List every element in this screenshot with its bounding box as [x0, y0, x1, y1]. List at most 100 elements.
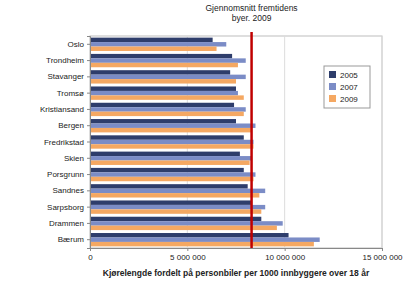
tick: Sarpsborg [47, 203, 90, 212]
axis-line [91, 249, 383, 252]
bar [90, 184, 248, 188]
bar [90, 119, 236, 123]
tick-mark [87, 93, 90, 94]
tick-label: Porsgrunn [47, 170, 84, 179]
bar [90, 156, 252, 160]
tick-label: Bærum [58, 235, 85, 244]
tick: 5 000 000 [170, 248, 206, 262]
grid-line [284, 36, 285, 248]
bar [90, 58, 246, 62]
tick: Skien [64, 154, 90, 163]
tick: Fredrikstad [44, 138, 90, 147]
tick-mark [87, 239, 90, 240]
tick-label: 0 [88, 253, 93, 262]
tick-label: Fredrikstad [44, 138, 84, 147]
tick: Trondheim [46, 56, 90, 65]
tick: Sandnes [52, 186, 90, 195]
legend-label: 2005 [340, 71, 358, 80]
bar [90, 237, 320, 241]
tick: Porsgrunn [47, 170, 90, 179]
bar [90, 38, 213, 42]
bar [90, 168, 244, 172]
tick-label: Sandnes [52, 186, 84, 195]
bar [90, 242, 314, 246]
bar [90, 189, 265, 193]
annotation-text: byer. 2009 [232, 13, 272, 23]
bar-series [90, 47, 314, 247]
legend: 2005 2007 2009 [324, 66, 370, 108]
bar [90, 161, 250, 165]
bar [90, 177, 254, 181]
grid-line [382, 36, 383, 248]
bar [90, 112, 244, 116]
tick-mark [87, 125, 90, 126]
bar [90, 47, 217, 51]
tick-mark [87, 158, 90, 159]
bar [90, 103, 234, 107]
tick: Bergen [58, 121, 90, 130]
y-axis: Oslo Trondheim Stavanger Tromsø Kristiansand… [40, 37, 91, 249]
tick: Tromsø [57, 89, 90, 98]
bar [90, 193, 259, 197]
bar [90, 95, 244, 99]
bar [90, 135, 244, 139]
tick-label: 10 000 000 [265, 253, 306, 262]
tick-label: Bergen [58, 121, 84, 130]
bar [90, 42, 226, 46]
plot-frame [90, 36, 382, 248]
bar [90, 144, 254, 148]
tick-mark [87, 207, 90, 208]
tick-label: 15 000 000 [362, 253, 403, 262]
bar [90, 79, 236, 83]
tick-label: Tromsø [57, 89, 84, 98]
tick-mark [87, 174, 90, 175]
tick-label: Sarpsborg [47, 203, 84, 212]
plot: 0 5 000 000 10 000 000 15 000 000 Oslo Trondh… [40, 32, 403, 262]
bar [90, 205, 265, 209]
tick-mark [87, 60, 90, 61]
bar [90, 128, 252, 132]
bar [90, 107, 246, 111]
tick-mark [87, 109, 90, 110]
tick-mark [87, 223, 90, 224]
bar [90, 217, 261, 221]
bar [90, 233, 289, 237]
legend-swatch [329, 71, 336, 78]
tick-mark [87, 76, 90, 77]
tick: Drammen [49, 219, 90, 228]
legend-box [324, 66, 370, 108]
tick-mark [187, 248, 188, 251]
bar [90, 140, 254, 144]
legend-label: 2007 [340, 83, 358, 92]
bar [90, 70, 230, 74]
tick: 0 [88, 248, 93, 262]
tick-label: Stavanger [48, 72, 85, 81]
bar [90, 75, 246, 79]
tick: 15 000 000 [362, 248, 403, 262]
tick: Oslo [68, 40, 90, 49]
legend-swatch [329, 95, 336, 102]
tick-label: Trondheim [46, 56, 84, 65]
x-axis: 0 5 000 000 10 000 000 15 000 000 [88, 248, 403, 262]
tick-mark [87, 190, 90, 191]
bars [90, 38, 320, 247]
chart: 0 5 000 000 10 000 000 15 000 000 Oslo Trondh… [0, 0, 420, 284]
annotation-text: Gjennomsnitt fremtidens [206, 3, 298, 13]
reference-line [250, 32, 253, 248]
tick: 10 000 000 [265, 248, 306, 262]
tick-label: 5 000 000 [170, 253, 206, 262]
bar [90, 209, 261, 213]
bar [90, 172, 255, 176]
bar [90, 152, 240, 156]
legend-swatch [329, 83, 336, 90]
legend-label: 2009 [340, 95, 358, 104]
tick-label: Skien [64, 154, 84, 163]
tick-label: Drammen [49, 219, 84, 228]
bar [90, 221, 283, 225]
bar-series [90, 42, 320, 242]
bar-series [90, 38, 289, 238]
bar [90, 200, 252, 204]
tick: Kristiansand [40, 105, 90, 114]
tick-mark [382, 248, 383, 251]
axis-line [87, 37, 91, 249]
